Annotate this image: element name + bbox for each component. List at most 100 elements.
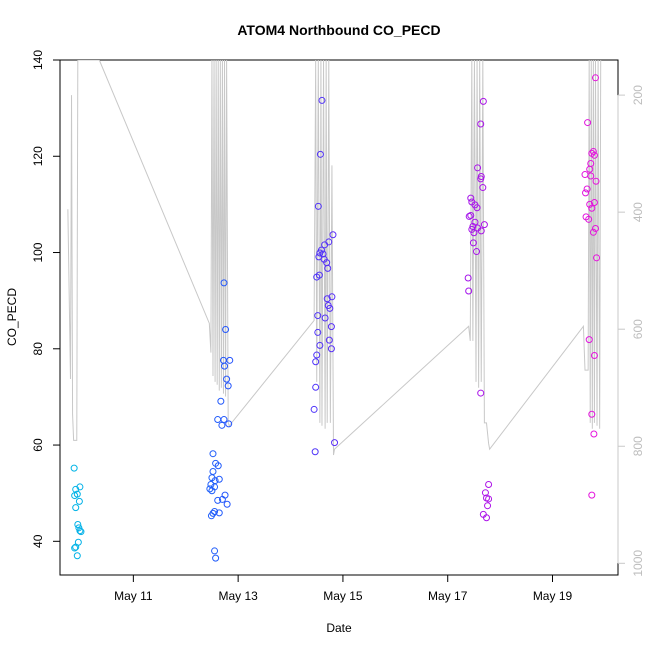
data-point: [470, 229, 478, 237]
data-point: [590, 198, 598, 206]
data-point: [223, 500, 231, 508]
data-point: [314, 202, 322, 210]
trace-line: [67, 60, 602, 456]
data-point: [586, 165, 594, 173]
data-point: [74, 520, 82, 528]
data-point: [314, 328, 322, 336]
data-point: [217, 397, 225, 405]
data-point: [313, 273, 321, 281]
data-point: [485, 495, 493, 503]
data-point: [582, 189, 590, 197]
data-point: [481, 489, 489, 497]
chart-title: ATOM4 Northbound CO_PECD: [237, 22, 440, 38]
data-point: [469, 239, 477, 247]
data-point: [477, 120, 485, 128]
x-tick-label: May 15: [323, 589, 363, 603]
data-point: [324, 264, 332, 272]
data-point: [588, 204, 596, 212]
data-point: [480, 221, 488, 229]
right-tick-label: 400: [631, 202, 645, 222]
data-point: [465, 287, 473, 295]
data-point: [76, 483, 84, 491]
data-point: [593, 254, 601, 262]
data-point: [214, 496, 222, 504]
data-point: [215, 475, 223, 483]
data-point: [226, 356, 234, 364]
data-points: [70, 74, 601, 562]
data-point: [312, 358, 320, 366]
data-point: [314, 312, 322, 320]
data-point: [485, 481, 493, 489]
data-point: [318, 96, 326, 104]
data-point: [211, 483, 219, 491]
data-point: [474, 164, 482, 172]
data-point: [316, 341, 324, 349]
data-point: [328, 293, 336, 301]
data-point: [467, 211, 475, 219]
data-point: [467, 194, 475, 202]
data-point: [214, 462, 222, 470]
data-point: [477, 175, 485, 183]
data-point: [222, 326, 230, 334]
data-point: [331, 439, 339, 447]
data-point: [224, 382, 232, 390]
data-point: [589, 147, 597, 155]
y-tick-label: 40: [31, 534, 45, 548]
x-tick-label: May 11: [114, 589, 153, 603]
data-point: [585, 215, 593, 223]
data-point: [75, 497, 83, 505]
data-point: [209, 450, 217, 458]
data-point: [591, 224, 599, 232]
plot-border: [59, 59, 619, 576]
y-tick-label: 120: [31, 146, 45, 166]
data-point: [583, 185, 591, 193]
data-point: [72, 543, 80, 551]
data-point: [590, 352, 598, 360]
data-point: [72, 504, 80, 512]
data-point: [316, 249, 324, 257]
data-point: [77, 528, 85, 536]
data-point: [73, 490, 81, 498]
data-point: [221, 362, 229, 370]
data-point: [76, 527, 84, 535]
data-point: [592, 177, 600, 185]
y-tick-label: 140: [31, 50, 45, 70]
data-point: [310, 405, 318, 413]
data-point: [73, 552, 81, 560]
x-axis: May 11 May 13 May 15 May 17 May 19: [114, 574, 573, 603]
data-point: [225, 420, 233, 428]
y-tick-label: 100: [31, 242, 45, 262]
data-point: [327, 323, 335, 331]
data-point: [587, 172, 595, 180]
data-point: [323, 295, 331, 303]
right-tick-label: 800: [631, 436, 645, 456]
data-point: [218, 421, 226, 429]
right-tick-label: 600: [631, 319, 645, 339]
data-point: [312, 383, 320, 391]
data-point: [215, 509, 223, 517]
y-tick-label: 80: [31, 342, 45, 356]
data-point: [477, 227, 485, 235]
data-point: [591, 74, 599, 82]
right-y-axis: 200 400 600 800 1000: [617, 85, 645, 577]
data-point: [479, 184, 487, 192]
x-tick-label: May 13: [218, 589, 258, 603]
data-point: [473, 204, 481, 212]
x-tick-label: May 19: [533, 589, 573, 603]
data-point: [71, 544, 79, 552]
data-point: [585, 336, 593, 344]
data-point: [209, 468, 217, 476]
right-tick-label: 200: [631, 85, 645, 105]
data-point: [465, 212, 473, 220]
data-point: [590, 430, 598, 438]
y-axis-label: CO_PECD: [5, 288, 19, 346]
data-point: [316, 150, 324, 158]
data-point: [484, 502, 492, 510]
data-point: [220, 279, 228, 287]
data-point: [477, 389, 485, 397]
data-point: [311, 448, 319, 456]
data-point: [212, 554, 220, 562]
data-point: [482, 514, 490, 522]
data-point: [588, 149, 596, 157]
